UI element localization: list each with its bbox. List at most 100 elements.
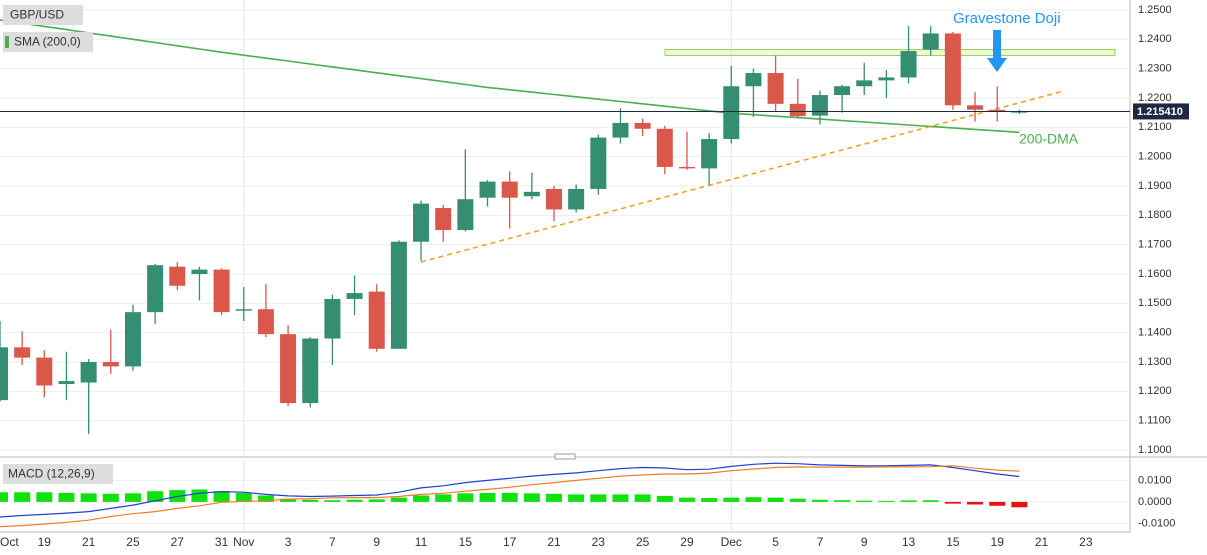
candle-body	[280, 334, 297, 404]
x-tick-label: 21	[547, 535, 561, 549]
panel-handle[interactable]	[554, 453, 576, 460]
histogram-bar	[368, 499, 385, 502]
histogram-bar	[1011, 501, 1028, 508]
candle-body	[900, 51, 917, 78]
x-tick-label: Oct	[0, 535, 19, 549]
pattern-annotation: Gravestone Doji	[953, 10, 1061, 27]
x-tick-label: 15	[459, 535, 473, 549]
candle-body	[435, 207, 452, 230]
histogram-bar	[546, 493, 562, 502]
macd-line	[0, 465, 1020, 528]
y-tick-label: 1.2300	[1138, 63, 1172, 75]
legend-swatch	[5, 36, 9, 48]
histogram-bar	[390, 497, 407, 502]
candle-body	[213, 269, 230, 313]
histogram-bar	[634, 494, 651, 502]
histogram-bar	[191, 489, 208, 502]
histogram-bar	[922, 500, 939, 502]
histogram-bar	[147, 491, 164, 502]
candle-body	[678, 166, 695, 169]
legend-symbol: GBP/USD	[10, 8, 64, 22]
candle-body	[590, 137, 607, 189]
histogram-bar	[856, 500, 873, 502]
x-tick-label: 29	[680, 535, 694, 549]
last-price-label: 1.215410	[1137, 106, 1183, 118]
candle-body	[656, 128, 673, 167]
x-tick-label: 9	[373, 535, 380, 549]
y-tick-label: 1.1100	[1138, 415, 1171, 427]
histogram-bar	[834, 500, 851, 502]
last-price-box	[1133, 103, 1189, 120]
x-tick-label: 5	[772, 535, 779, 549]
y-tick-label: 0.0000	[1138, 496, 1172, 508]
candle-body	[302, 338, 319, 404]
y-tick-label: 1.1200	[1138, 385, 1172, 397]
candle-body	[878, 77, 895, 81]
histogram-bar	[302, 499, 319, 502]
resistance-zone	[664, 49, 1116, 56]
candle-body	[1011, 111, 1028, 113]
candle-body	[58, 381, 75, 385]
histogram-bar	[235, 492, 252, 502]
x-tick-label: 21	[82, 535, 96, 549]
candle-body	[390, 241, 407, 349]
y-tick-label: 1.1000	[1138, 444, 1172, 456]
x-tick-label: Nov	[233, 535, 254, 549]
y-tick-label: 1.2100	[1138, 121, 1172, 133]
histogram-bar	[590, 494, 607, 502]
histogram-bar	[989, 501, 1006, 506]
candle-body	[568, 188, 585, 210]
y-tick-label: 0.0100	[1138, 474, 1172, 486]
candle-body	[479, 181, 496, 198]
histogram-bar	[878, 500, 895, 502]
x-tick-label: 7	[329, 535, 336, 549]
candle-body	[169, 266, 186, 286]
histogram-bar	[435, 494, 452, 502]
candle-body	[944, 33, 961, 106]
x-tick-label: 9	[861, 535, 868, 549]
candle-body	[346, 293, 363, 299]
histogram-bar	[678, 497, 695, 502]
candle-body	[413, 203, 430, 242]
x-tick-label: 19	[38, 535, 52, 549]
candle-body	[834, 86, 851, 96]
histogram-bar	[280, 498, 297, 502]
candle-body	[0, 347, 8, 401]
candle-body	[701, 139, 718, 169]
candle-body	[967, 105, 984, 110]
y-tick-label: 1.1900	[1138, 180, 1172, 192]
candle-body	[745, 73, 762, 87]
candle-body	[457, 199, 474, 230]
y-tick-label: 1.1700	[1138, 239, 1172, 251]
candle-body	[368, 291, 385, 349]
candle-body	[634, 122, 651, 129]
x-tick-label: 31	[215, 535, 229, 549]
histogram-bar	[944, 501, 961, 504]
candle-body	[723, 86, 740, 140]
macd-panel	[0, 460, 1130, 532]
x-tick-label: 23	[592, 535, 606, 549]
histogram-bar	[346, 499, 363, 502]
y-tick-label: 1.1500	[1138, 297, 1172, 309]
legend-box	[3, 5, 83, 25]
x-tick-label: 21	[1035, 535, 1049, 549]
candle-body	[14, 347, 31, 358]
x-tick-label: 7	[817, 535, 824, 549]
histogram-bar	[811, 499, 828, 502]
x-tick-label: 27	[171, 535, 185, 549]
candle-body	[811, 95, 828, 116]
legend-macd: MACD (12,26,9)	[8, 467, 95, 481]
x-tick-label: 25	[126, 535, 140, 549]
histogram-bar	[767, 497, 784, 502]
histogram-bar	[479, 492, 496, 502]
x-tick-label: 15	[946, 535, 960, 549]
histogram-bar	[523, 493, 540, 502]
histogram-bar	[967, 501, 984, 505]
y-tick-label: -0.0100	[1138, 517, 1175, 529]
histogram-bar	[501, 492, 518, 502]
candle-body	[789, 103, 806, 117]
histogram-bar	[80, 493, 97, 502]
price-panel	[0, 0, 1130, 455]
